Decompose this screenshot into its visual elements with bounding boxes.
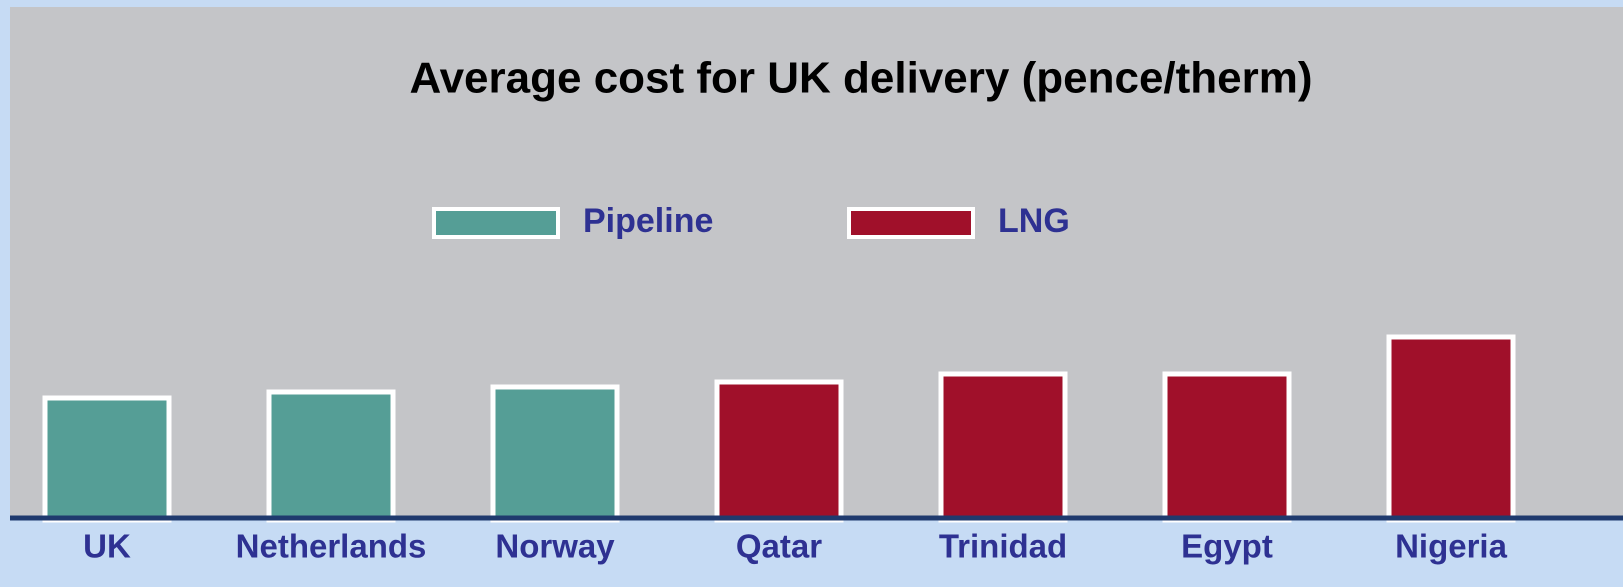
x-tick-label: Netherlands xyxy=(236,528,427,565)
chart-title: Average cost for UK delivery (pence/ther… xyxy=(409,54,1312,103)
x-tick-label: Trinidad xyxy=(939,528,1067,565)
x-tick-label: Norway xyxy=(495,528,615,565)
bar xyxy=(266,389,396,523)
legend-swatch xyxy=(432,207,560,239)
bar xyxy=(1162,371,1292,523)
x-tick-label: Qatar xyxy=(736,528,822,565)
bar xyxy=(938,371,1068,523)
legend-swatch xyxy=(847,207,975,239)
legend-label: LNG xyxy=(998,202,1070,240)
bar xyxy=(490,384,620,523)
x-tick-label: Egypt xyxy=(1181,528,1273,565)
bar xyxy=(714,379,844,523)
legend-label: Pipeline xyxy=(583,202,713,240)
x-tick-label: UK xyxy=(83,528,131,565)
x-tick-label: Nigeria xyxy=(1395,528,1508,565)
bar xyxy=(42,395,172,523)
bar xyxy=(1386,334,1516,523)
